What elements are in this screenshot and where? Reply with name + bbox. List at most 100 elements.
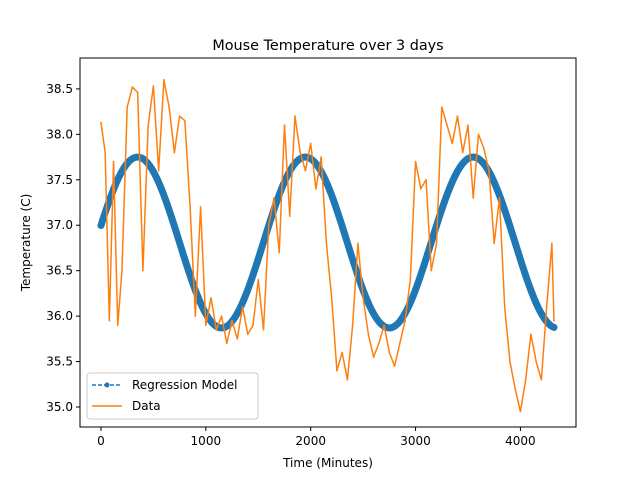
data-point [205, 324, 207, 327]
data-point [294, 115, 296, 117]
data-point [372, 356, 375, 358]
data-point [330, 297, 333, 299]
data-point [215, 328, 218, 331]
data-point [467, 124, 469, 127]
plot-area [80, 58, 576, 427]
data-point [178, 115, 181, 117]
y-tick-label: 38.0 [46, 127, 73, 141]
data-point [283, 124, 286, 127]
data-point [273, 197, 275, 199]
data-point [157, 169, 160, 172]
data-point [336, 369, 338, 372]
data-point [189, 206, 191, 208]
data-point [509, 360, 511, 363]
data-point [136, 91, 139, 94]
y-tick-label: 37.5 [46, 173, 73, 187]
data-point [535, 360, 537, 363]
data-point [451, 142, 454, 145]
data-point [414, 160, 417, 163]
data-point [503, 306, 506, 308]
x-tick-label: 0 [97, 434, 105, 448]
data-point [220, 315, 223, 317]
data-point [383, 324, 385, 327]
series-layer [97, 79, 558, 413]
data-point [108, 319, 111, 322]
data-point [440, 106, 443, 108]
chart-title: Mouse Temperature over 3 days [212, 38, 443, 54]
data-point [231, 319, 233, 322]
data-point [142, 269, 144, 272]
data-point [378, 342, 380, 345]
data-point [147, 124, 149, 127]
legend-box [86, 372, 259, 420]
y-tick-label: 36.5 [46, 264, 73, 278]
x-tick-label: 2000 [295, 434, 326, 448]
data-point [267, 224, 270, 227]
data-point [341, 351, 343, 354]
legend: Regression Model Data [86, 372, 259, 420]
data-point [257, 278, 260, 281]
data-point [367, 333, 370, 336]
data-point [325, 242, 328, 245]
data-point [262, 328, 265, 331]
data-point [236, 338, 239, 340]
data-point [409, 278, 412, 281]
x-tick-label: 3000 [400, 434, 431, 448]
data-point [104, 151, 106, 154]
data-point [362, 297, 364, 299]
data-point [498, 197, 501, 199]
data-point [456, 115, 459, 117]
data-point [199, 206, 202, 208]
data-point [116, 324, 119, 327]
data-point [320, 156, 322, 158]
legend-regression-marker [104, 382, 110, 388]
y-tick-label: 35.5 [46, 355, 73, 369]
data-point [252, 324, 254, 327]
data-point [524, 378, 527, 381]
data-point [100, 121, 102, 124]
axes-layer: 0 1000 2000 3000 4000 35.0 35.5 36.0 36.5 37.0 37.… [46, 57, 577, 448]
data-point [315, 188, 317, 190]
legend-label-regression-model: Regression Model [132, 378, 237, 392]
data-point [194, 315, 197, 317]
data-point [346, 378, 349, 381]
x-tick-label: 4000 [505, 434, 536, 448]
data-point [514, 388, 516, 390]
data-point [493, 242, 496, 245]
regression-model-line [97, 153, 558, 332]
data-point [388, 351, 391, 354]
data-point [461, 151, 464, 154]
y-tick-label: 35.0 [46, 400, 73, 414]
data-point [472, 197, 475, 199]
data-point [163, 79, 165, 81]
x-tick-label: 1000 [191, 434, 222, 448]
data-point [131, 86, 134, 88]
data-point [357, 242, 359, 245]
data-point [246, 333, 249, 336]
data-point [126, 106, 128, 108]
x-axis-label: Time (Minutes) [282, 456, 373, 470]
data-point [404, 319, 406, 322]
data-point [545, 306, 548, 308]
data-point [184, 119, 186, 122]
data-point [482, 147, 485, 149]
y-axis-label: Temperature (C) [19, 194, 33, 293]
data-point [226, 342, 228, 345]
data-point [112, 160, 115, 163]
y-tick-label: 38.5 [46, 82, 73, 96]
data-point [288, 215, 291, 217]
data-point [309, 142, 312, 145]
data-point [173, 151, 176, 154]
data-point [121, 269, 123, 272]
plot-frame [79, 57, 577, 428]
data-point [553, 319, 555, 322]
data-point [399, 342, 401, 345]
data-point [152, 85, 155, 87]
y-tick-label: 37.0 [46, 218, 73, 232]
data-point [420, 188, 422, 190]
data-point [168, 106, 170, 108]
data-point [393, 365, 396, 367]
legend-label-data: Data [132, 399, 161, 413]
